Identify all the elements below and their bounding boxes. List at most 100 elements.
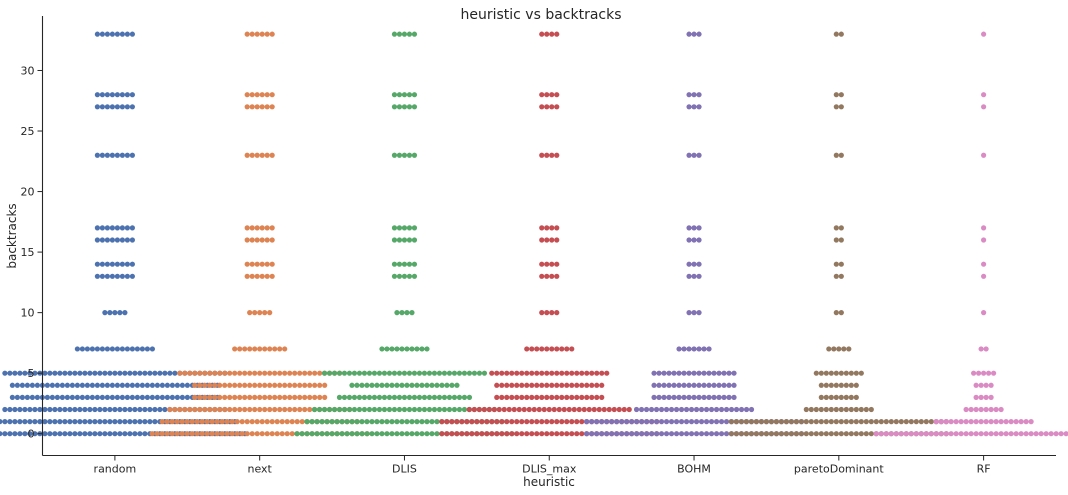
data-point bbox=[326, 370, 333, 376]
data-point bbox=[99, 273, 105, 279]
data-point bbox=[731, 370, 737, 376]
data-point bbox=[309, 431, 315, 437]
data-point bbox=[374, 419, 380, 425]
data-point bbox=[868, 406, 874, 413]
data-point bbox=[104, 31, 110, 37]
data-point bbox=[421, 394, 428, 400]
data-point bbox=[559, 419, 565, 425]
data-point bbox=[698, 419, 705, 425]
data-point bbox=[838, 406, 844, 413]
data-point bbox=[726, 382, 732, 388]
data-point bbox=[658, 431, 665, 437]
data-point bbox=[361, 406, 368, 413]
data-point bbox=[726, 370, 732, 376]
data-point bbox=[696, 346, 702, 352]
data-point bbox=[257, 370, 263, 376]
data-point bbox=[868, 431, 874, 437]
data-point bbox=[182, 370, 188, 376]
data-point bbox=[549, 237, 555, 243]
data-point bbox=[663, 431, 670, 437]
data-point bbox=[142, 370, 148, 376]
x-tick-label: next bbox=[247, 463, 272, 476]
data-point bbox=[723, 431, 730, 437]
data-point bbox=[52, 406, 58, 413]
data-point bbox=[981, 225, 987, 231]
data-point bbox=[197, 382, 203, 388]
data-point bbox=[793, 431, 799, 437]
data-point bbox=[923, 431, 929, 437]
data-point bbox=[683, 419, 690, 425]
data-point bbox=[686, 394, 692, 400]
data-point bbox=[47, 406, 53, 413]
data-point bbox=[396, 261, 403, 267]
data-point bbox=[396, 104, 403, 110]
data-point bbox=[554, 394, 560, 400]
data-point bbox=[134, 382, 140, 388]
data-point bbox=[336, 370, 343, 376]
data-point bbox=[466, 394, 473, 400]
data-point bbox=[461, 370, 468, 376]
data-point bbox=[586, 406, 592, 413]
data-point bbox=[691, 346, 697, 352]
data-point bbox=[267, 310, 273, 316]
data-point bbox=[638, 419, 645, 425]
data-point bbox=[119, 104, 125, 110]
data-point bbox=[898, 419, 904, 425]
data-point bbox=[613, 431, 620, 437]
data-point bbox=[122, 370, 128, 376]
data-point bbox=[504, 394, 510, 400]
data-point bbox=[963, 406, 969, 413]
data-point bbox=[314, 431, 320, 437]
data-point bbox=[1063, 431, 1068, 437]
data-point bbox=[77, 431, 83, 437]
data-point bbox=[2, 370, 8, 376]
data-point bbox=[661, 382, 667, 388]
data-point bbox=[526, 406, 532, 413]
data-point bbox=[499, 431, 505, 437]
data-point bbox=[157, 406, 163, 413]
data-point bbox=[544, 346, 550, 352]
data-point bbox=[489, 431, 495, 437]
data-point bbox=[107, 370, 113, 376]
data-point bbox=[643, 419, 650, 425]
data-point bbox=[583, 419, 590, 425]
data-point bbox=[838, 261, 844, 267]
data-point bbox=[72, 431, 78, 437]
data-point bbox=[574, 370, 580, 376]
data-point bbox=[411, 152, 418, 158]
data-point bbox=[524, 431, 530, 437]
data-point bbox=[524, 370, 530, 376]
data-point bbox=[539, 310, 545, 316]
data-point bbox=[626, 406, 632, 413]
data-point bbox=[0, 419, 3, 425]
data-point bbox=[588, 419, 595, 425]
data-point bbox=[514, 370, 520, 376]
data-point bbox=[117, 406, 123, 413]
data-point bbox=[321, 370, 328, 376]
data-point bbox=[411, 273, 418, 279]
data-point bbox=[237, 382, 243, 388]
data-point bbox=[444, 382, 450, 388]
data-point bbox=[718, 431, 725, 437]
data-point bbox=[19, 394, 25, 400]
data-point bbox=[569, 382, 575, 388]
data-point bbox=[297, 370, 303, 376]
data-point bbox=[686, 104, 692, 110]
data-point bbox=[554, 237, 560, 243]
data-point bbox=[504, 431, 510, 437]
data-point bbox=[139, 382, 145, 388]
data-point bbox=[79, 394, 85, 400]
data-point bbox=[549, 225, 555, 231]
data-point bbox=[541, 406, 547, 413]
data-point bbox=[778, 419, 784, 425]
data-point bbox=[828, 431, 834, 437]
data-point bbox=[554, 382, 560, 388]
data-point bbox=[182, 406, 188, 413]
data-point bbox=[304, 431, 310, 437]
data-point bbox=[554, 310, 560, 316]
data-point bbox=[354, 431, 360, 437]
data-point bbox=[554, 346, 560, 352]
data-point bbox=[574, 394, 580, 400]
data-point bbox=[209, 419, 215, 425]
data-point bbox=[142, 419, 148, 425]
